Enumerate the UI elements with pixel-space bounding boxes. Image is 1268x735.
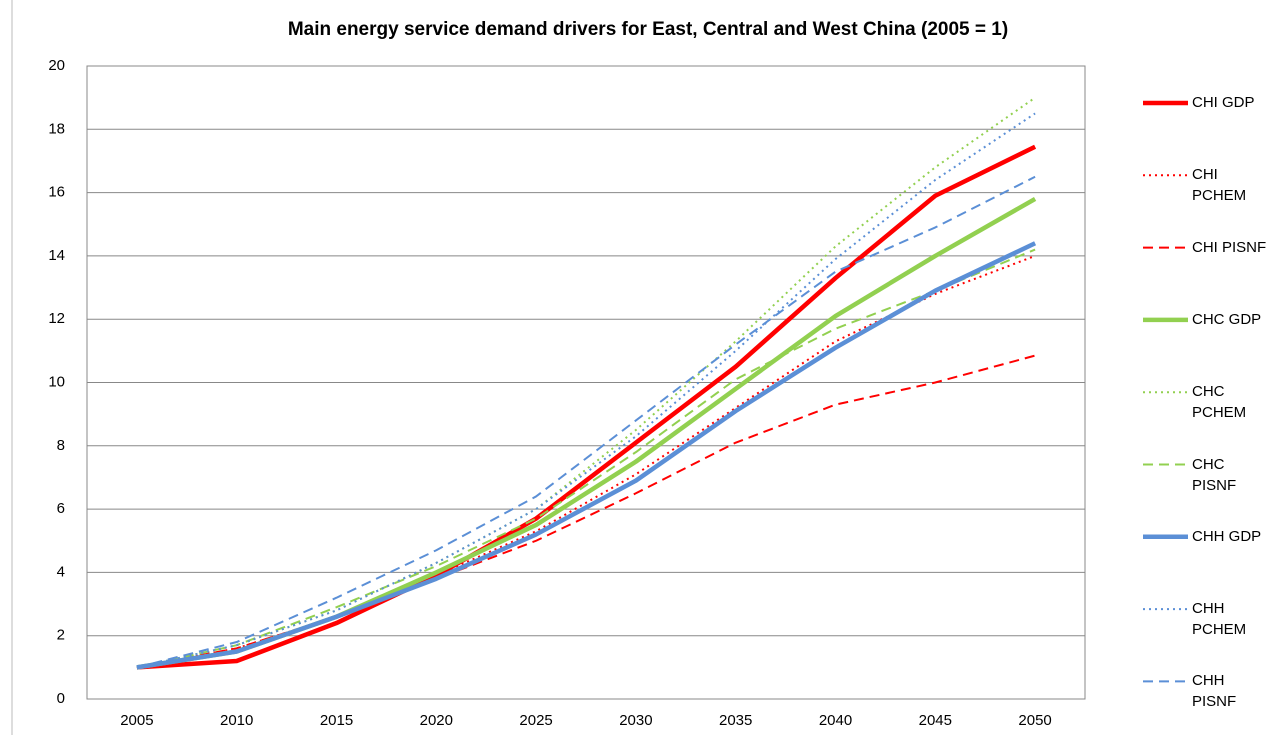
series-line (136, 96, 1036, 669)
y-tick-label: 6 (57, 500, 65, 517)
series-line (136, 254, 1036, 669)
y-tick-label: 10 (48, 373, 65, 390)
series-line (136, 196, 1037, 670)
x-tick-label: 2035 (719, 712, 752, 729)
legend-label: CHC PCHEM (1192, 383, 1247, 422)
series-line (136, 241, 1037, 670)
chart-title: Main energy service demand drivers for E… (288, 19, 1008, 40)
y-tick-label: 0 (57, 690, 65, 707)
legend-label: CHH PISNF (1192, 672, 1237, 711)
legend-label: CHI PISNF (1192, 238, 1267, 256)
y-tick-label: 16 (48, 184, 65, 201)
x-tick-label: 2025 (519, 712, 552, 729)
legend-label: CHI GDP (1192, 94, 1255, 111)
x-tick-label: 2040 (819, 712, 852, 729)
legend-label: CHH GDP (1192, 527, 1262, 545)
series-line (136, 248, 1036, 669)
y-tick-label: 4 (57, 563, 65, 580)
series-line (136, 354, 1036, 669)
y-tick-label: 14 (48, 247, 65, 264)
y-tick-label: 2 (57, 627, 65, 644)
y-tick-label: 20 (48, 57, 65, 74)
x-tick-label: 2015 (320, 712, 353, 729)
legend-label: CHH PCHEM (1192, 600, 1247, 639)
x-tick-label: 2050 (1018, 712, 1051, 729)
legend-label: CHI PCHEM (1192, 166, 1247, 205)
legend-label: CHC PISNF (1192, 455, 1237, 494)
series-line (136, 112, 1036, 669)
series-line (136, 175, 1036, 669)
x-tick-label: 2005 (120, 712, 153, 729)
legend-label: CHC GDP (1192, 310, 1262, 328)
x-tick-label: 2010 (220, 712, 253, 729)
x-tick-label: 2030 (619, 712, 652, 729)
x-tick-label: 2045 (919, 712, 952, 729)
series-line (136, 144, 1037, 670)
x-tick-label: 2020 (420, 712, 453, 729)
y-tick-label: 12 (48, 310, 65, 327)
y-tick-label: 8 (57, 437, 65, 454)
y-tick-label: 18 (48, 120, 65, 137)
